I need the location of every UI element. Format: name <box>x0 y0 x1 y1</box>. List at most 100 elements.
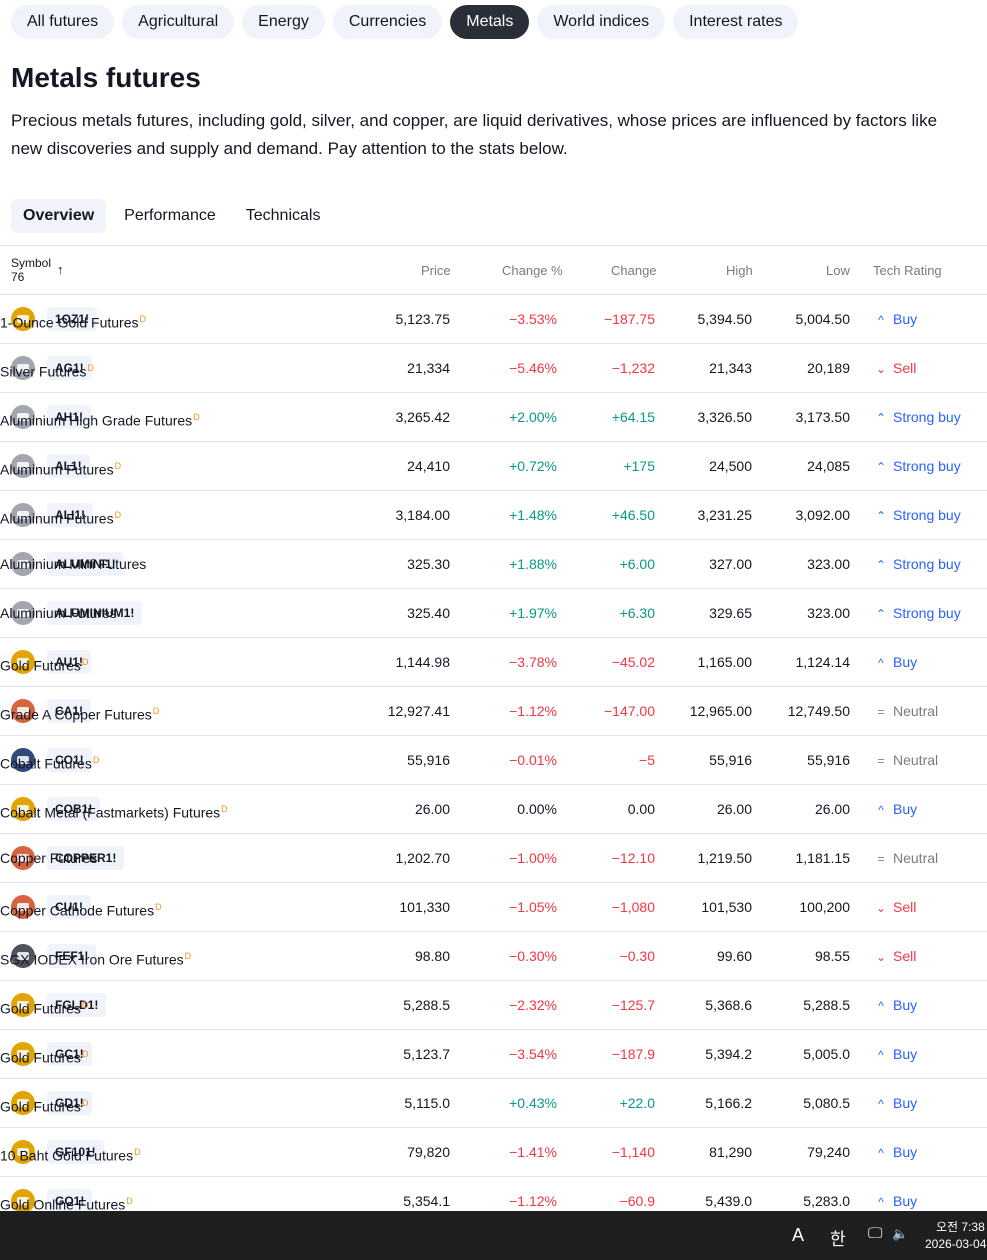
ticker-badge[interactable]: CU1! <box>47 895 92 919</box>
symbol-description[interactable]: Silver FuturesD <box>0 344 94 397</box>
symbol-description[interactable]: Gold FuturesD <box>0 1079 88 1132</box>
table-row[interactable]: FGLD1! Gold FuturesD 5,288.5 −2.32% −125.7 5,… <box>0 981 987 1030</box>
ticker-badge[interactable]: GF101! <box>47 1140 104 1164</box>
category-chip-world-indices[interactable]: World indices <box>537 5 666 39</box>
symbol-description[interactable]: Aluminium Mini Futures <box>0 540 146 589</box>
ticker-badge[interactable]: COPPER1! <box>47 846 125 870</box>
table-row[interactable]: AL1! Aluminum FuturesD 24,410 +0.72% +175 24,… <box>0 442 987 491</box>
symbol-description[interactable]: SGX IODEX Iron Ore FuturesD <box>0 932 191 985</box>
volume-icon[interactable]: 🔈 <box>892 1226 909 1241</box>
table-row[interactable]: CA1! Grade A Copper FuturesD 12,927.41 −1.1… <box>0 687 987 736</box>
ime-mode-indicator[interactable]: A <box>792 1225 805 1245</box>
ticker-badge[interactable]: AU1! <box>47 650 92 674</box>
network-icon[interactable]: 🖵 <box>868 1225 883 1242</box>
symbol-description[interactable]: Aluminum FuturesD <box>0 442 121 495</box>
table-row[interactable]: CO1! Cobalt FuturesD 55,916 −0.01% −5 55,916 5… <box>0 736 987 785</box>
ticker-badge[interactable]: COB1! <box>47 797 101 821</box>
symbol-description[interactable]: Cobalt FuturesD <box>0 736 99 789</box>
ticker-badge[interactable]: GC1! <box>47 1042 92 1066</box>
table-row[interactable]: CU1! Copper Cathode FuturesD 101,330 −1.05%… <box>0 883 987 932</box>
category-chip-interest-rates[interactable]: Interest rates <box>673 5 799 39</box>
tech-rating: ^ Buy <box>874 1079 917 1129</box>
ime-language-indicator[interactable]: 한 <box>830 1230 846 1249</box>
arrow-up-icon[interactable]: ↑ <box>57 262 64 277</box>
symbol-description[interactable]: Copper Futures <box>0 834 97 883</box>
symbol-header[interactable]: Symbol 76 <box>11 256 51 284</box>
low-cell: 100,200 <box>799 899 850 915</box>
price-header[interactable]: Price <box>421 263 451 278</box>
category-chip-currencies[interactable]: Currencies <box>332 5 443 39</box>
price-cell: 24,410 <box>407 458 450 474</box>
symbol-description[interactable]: 1-Ounce Gold FuturesD <box>0 295 146 348</box>
table-row[interactable]: AG1! Silver FuturesD 21,334 −5.46% −1,232 21,… <box>0 344 987 393</box>
change-percent-header[interactable]: Change % <box>502 263 563 278</box>
symbol-description[interactable]: Aluminium High Grade FuturesD <box>0 393 200 446</box>
table-row[interactable]: AH1! Aluminium High Grade FuturesD 3,265.4… <box>0 393 987 442</box>
table-row[interactable]: 1OZ1! 1-Ounce Gold FuturesD 5,123.75 −3.53%… <box>0 295 987 344</box>
symbol-description[interactable]: Gold FuturesD <box>0 981 88 1034</box>
table-row[interactable]: ALI1! Aluminum FuturesD 3,184.00 +1.48% +46.… <box>0 491 987 540</box>
table-row[interactable]: FEF1! SGX IODEX Iron Ore FuturesD 98.80 −0.… <box>0 932 987 981</box>
ticker-badge[interactable]: GD1! <box>47 1091 92 1115</box>
double-caret-up-icon: ⌃ <box>875 411 887 425</box>
symbol-description[interactable]: Gold FuturesD <box>0 1030 88 1083</box>
page-title: Metals futures <box>11 62 201 93</box>
tab-overview[interactable]: Overview <box>11 199 107 233</box>
table-row[interactable]: GC1! Gold FuturesD 5,123.7 −3.54% −187.9 5,39… <box>0 1030 987 1079</box>
ticker-badge[interactable]: AL1! <box>47 454 90 478</box>
category-chip-energy[interactable]: Energy <box>242 5 325 39</box>
symbol-description[interactable]: Gold Online FuturesD <box>0 1177 133 1230</box>
table-row[interactable]: AU1! Gold FuturesD 1,144.98 −3.78% −45.02 1,1… <box>0 638 987 687</box>
table-row[interactable]: ALUMINI1! Aluminium Mini Futures 325.30 +1.… <box>0 540 987 589</box>
table-row[interactable]: COPPER1! Copper Futures 1,202.70 −1.00% −12.… <box>0 834 987 883</box>
change-percent-cell: −2.32% <box>509 997 557 1013</box>
symbol-description[interactable]: Gold FuturesD <box>0 638 88 691</box>
table-row[interactable]: COB1! Cobalt Metal (Fastmarkets) FuturesD… <box>0 785 987 834</box>
category-chip-metals[interactable]: Metals <box>450 5 530 39</box>
ticker-badge[interactable]: 1OZ1! <box>47 307 98 331</box>
tab-technicals[interactable]: Technicals <box>245 207 321 224</box>
tech-rating-header[interactable]: Tech Rating <box>873 263 942 278</box>
ticker-badge[interactable]: FEF1! <box>47 944 97 968</box>
symbol-description[interactable]: Aluminum FuturesD <box>0 491 121 544</box>
change-percent-cell: +0.43% <box>509 1095 557 1111</box>
symbol-name: Cobalt Metal (Fastmarkets) Futures <box>0 804 221 821</box>
ticker-badge[interactable]: AG1! <box>47 356 92 380</box>
table-row[interactable]: GD1! Gold FuturesD 5,115.0 +0.43% +22.0 5,166… <box>0 1079 987 1128</box>
silver-logo-icon <box>11 552 35 576</box>
ticker-badge[interactable]: CO1! <box>47 748 92 772</box>
symbol-description[interactable]: Cobalt Metal (Fastmarkets) FuturesD <box>0 785 228 838</box>
price-cell: 3,184.00 <box>395 507 451 523</box>
high-header[interactable]: High <box>726 263 753 278</box>
delayed-data-marker: D <box>114 461 122 471</box>
low-header[interactable]: Low <box>826 263 850 278</box>
clock-date[interactable]: 2026-03-04 <box>925 1237 987 1251</box>
symbol-name: Gold Futures <box>0 1049 81 1066</box>
category-chip-all-futures[interactable]: All futures <box>11 5 115 39</box>
high-cell: 99.60 <box>716 948 752 964</box>
change-header[interactable]: Change <box>611 263 657 278</box>
ticker-badge[interactable]: CA1! <box>47 699 92 723</box>
change-cell: +46.50 <box>611 507 655 523</box>
table-row[interactable]: GF101! 10 Baht Gold FuturesD 79,820 −1.41% −… <box>0 1128 987 1177</box>
symbol-description[interactable]: 10 Baht Gold FuturesD <box>0 1128 141 1181</box>
price-cell: 3,265.42 <box>395 409 451 425</box>
tab-performance[interactable]: Performance <box>124 207 216 224</box>
table-row[interactable]: GO1! Gold Online FuturesD 5,354.1 −1.12% −60… <box>0 1177 987 1226</box>
table-row[interactable]: ALUMINIUM1! Aluminium Futures 325.40 +1.97%… <box>0 589 987 638</box>
copper-logo-icon <box>11 895 35 919</box>
tech-rating-label: Strong buy <box>893 556 961 572</box>
ticker-badge[interactable]: ALUMINIUM1! <box>47 601 143 625</box>
clock-time[interactable]: 오전 7:38 <box>936 1220 985 1234</box>
equals-icon: = <box>877 852 885 866</box>
ticker-badge[interactable]: ALUMINI1! <box>47 552 124 576</box>
symbol-description[interactable]: Copper Cathode FuturesD <box>0 883 162 936</box>
ticker-badge[interactable]: ALI1! <box>47 503 93 527</box>
ticker-badge[interactable]: FGLD1! <box>47 993 107 1017</box>
ticker-badge[interactable]: GO1! <box>47 1189 93 1213</box>
symbol-description[interactable]: Grade A Copper FuturesD <box>0 687 159 740</box>
category-chip-agricultural[interactable]: Agricultural <box>122 5 235 39</box>
ticker-badge[interactable]: AH1! <box>47 405 92 429</box>
symbol-description[interactable]: Aluminium Futures <box>0 589 117 638</box>
equals-icon: = <box>877 705 885 719</box>
